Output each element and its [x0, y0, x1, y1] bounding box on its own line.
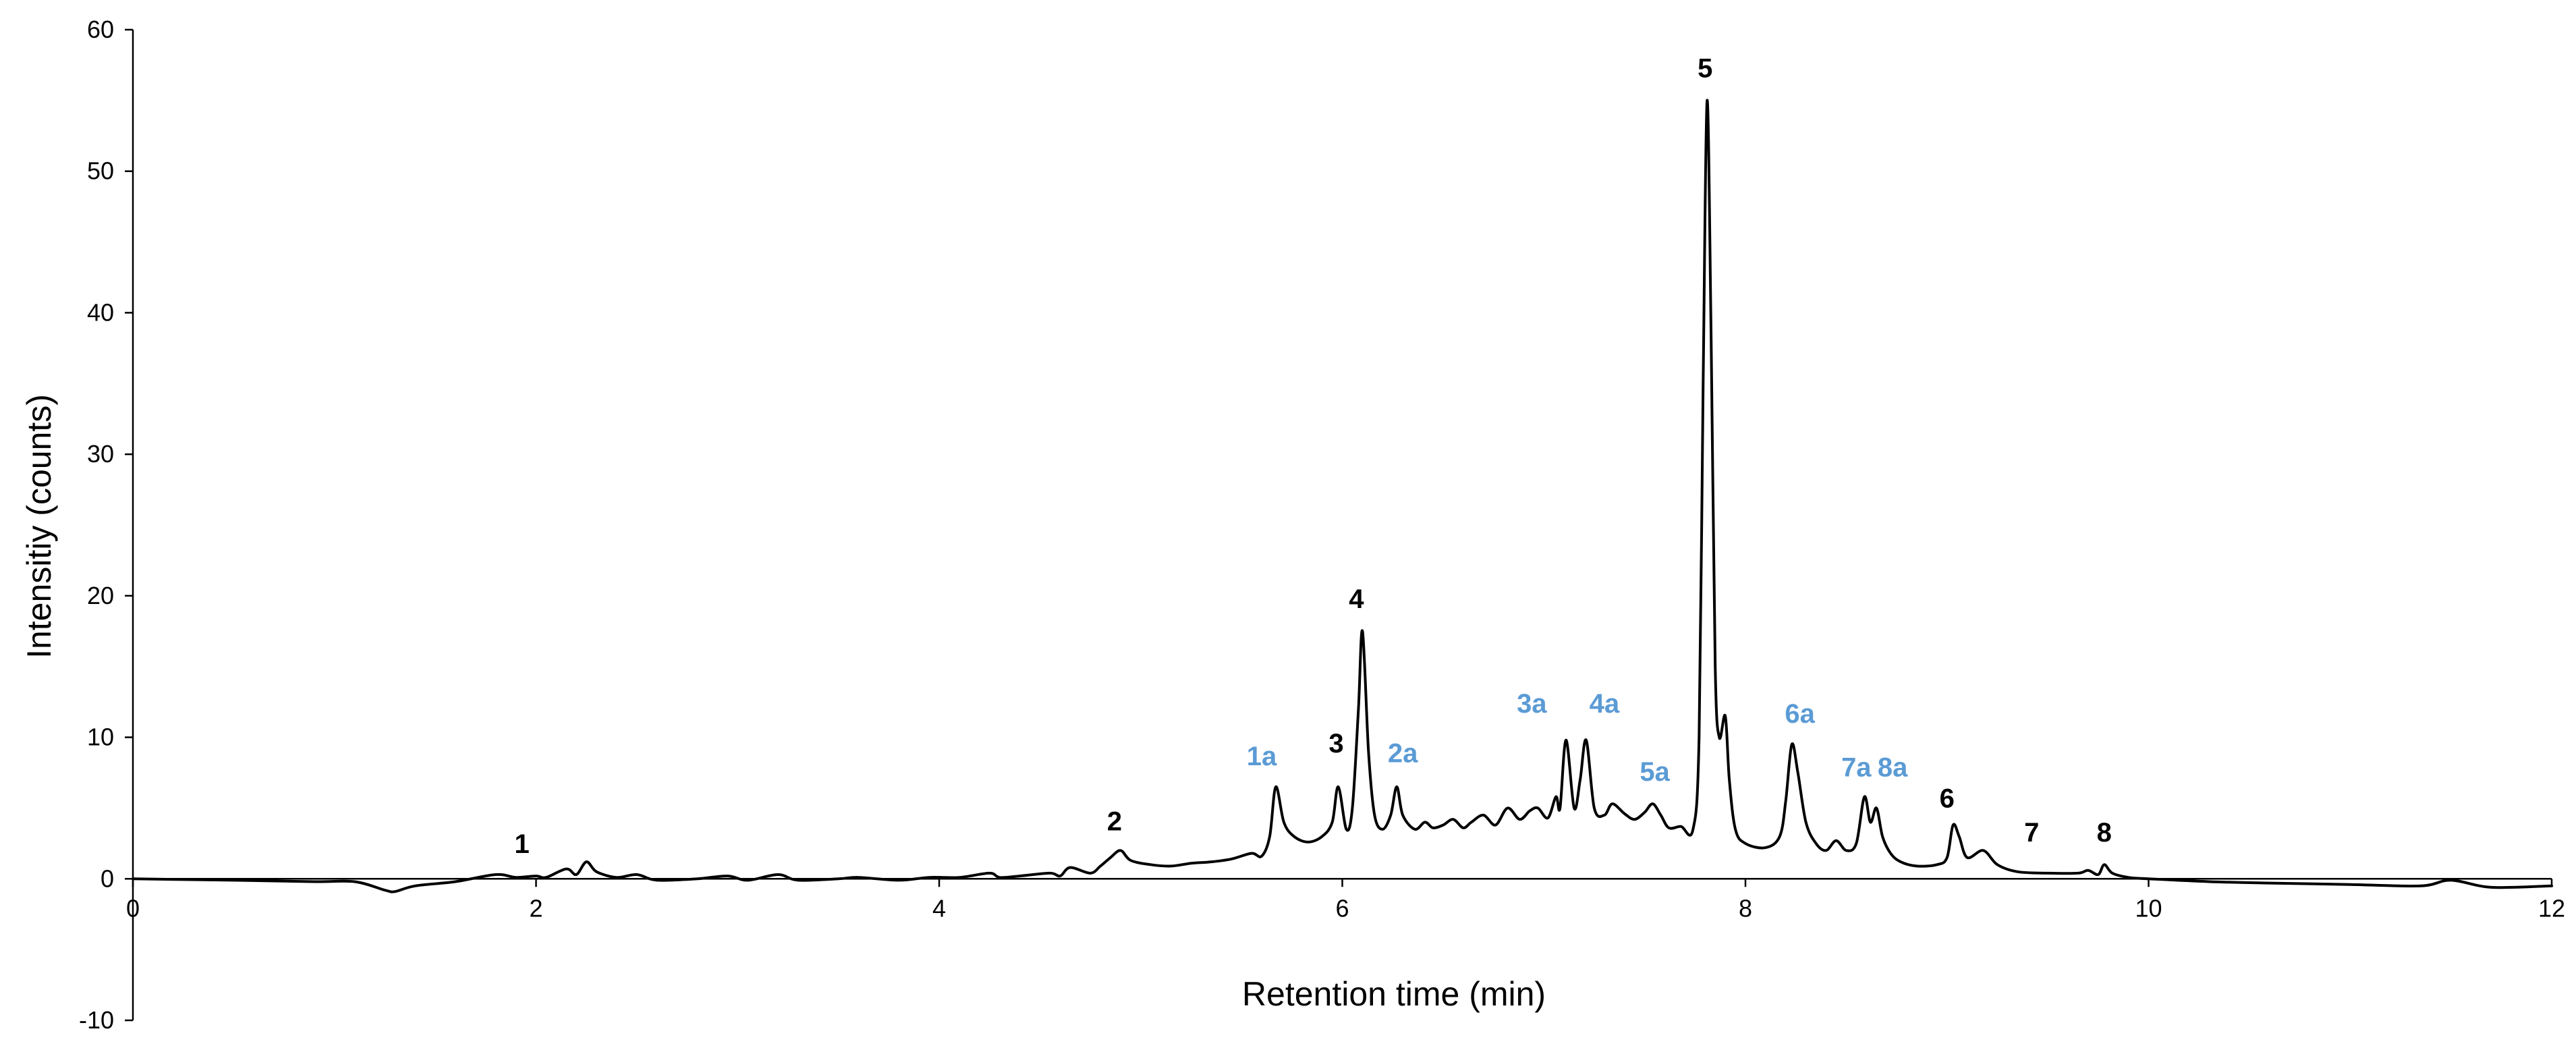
x-tick-label: 0	[126, 894, 140, 922]
peak-label-3a: 3a	[1517, 689, 1547, 719]
y-tick-label: 50	[87, 157, 114, 185]
peak-label-7a: 7a	[1841, 753, 1872, 783]
axes	[125, 28, 2553, 1022]
peak-label-4: 4	[1349, 584, 1364, 614]
peak-labels: 1 2 1a 3 2a 4 3a 4a 5a 5 6a 7a 8a 6 7 8	[514, 54, 2111, 859]
peak-label-3: 3	[1328, 729, 1343, 759]
y-tick-label: 30	[87, 440, 114, 468]
peak-label-1: 1	[514, 829, 529, 859]
y-axis-title: Intensitiy (counts)	[20, 394, 58, 659]
y-tick-label: 20	[87, 582, 114, 609]
peak-label-8a: 8a	[1878, 753, 1908, 783]
peak-label-2: 2	[1107, 806, 1122, 836]
x-tick-label: 4	[932, 894, 946, 922]
y-tick-label: 0	[101, 864, 114, 892]
peak-label-5: 5	[1698, 54, 1712, 84]
peak-label-8: 8	[2097, 818, 2112, 848]
x-tick-label: 12	[2538, 894, 2565, 922]
y-tick-label: -10	[79, 1006, 114, 1034]
x-tick-label: 6	[1335, 894, 1349, 922]
y-tick-label: 60	[87, 16, 114, 43]
peak-label-7: 7	[2024, 818, 2039, 848]
series-line	[132, 99, 2553, 893]
x-tick-label: 8	[1739, 894, 1752, 922]
peak-label-5a: 5a	[1640, 757, 1670, 787]
peak-label-6: 6	[1940, 784, 1955, 814]
peak-label-6a: 6a	[1785, 699, 1815, 729]
series-group	[132, 99, 2553, 893]
y-tick-label: 40	[87, 298, 114, 326]
y-tick-label: 10	[87, 723, 114, 751]
x-tick-label: 2	[529, 894, 542, 922]
peak-label-4a: 4a	[1590, 689, 1620, 719]
peak-label-2a: 2a	[1388, 739, 1418, 769]
x-tick-label: 10	[2135, 894, 2162, 922]
peak-label-1a: 1a	[1247, 742, 1277, 771]
x-axis-title: Retention time (min)	[1242, 975, 1546, 1013]
